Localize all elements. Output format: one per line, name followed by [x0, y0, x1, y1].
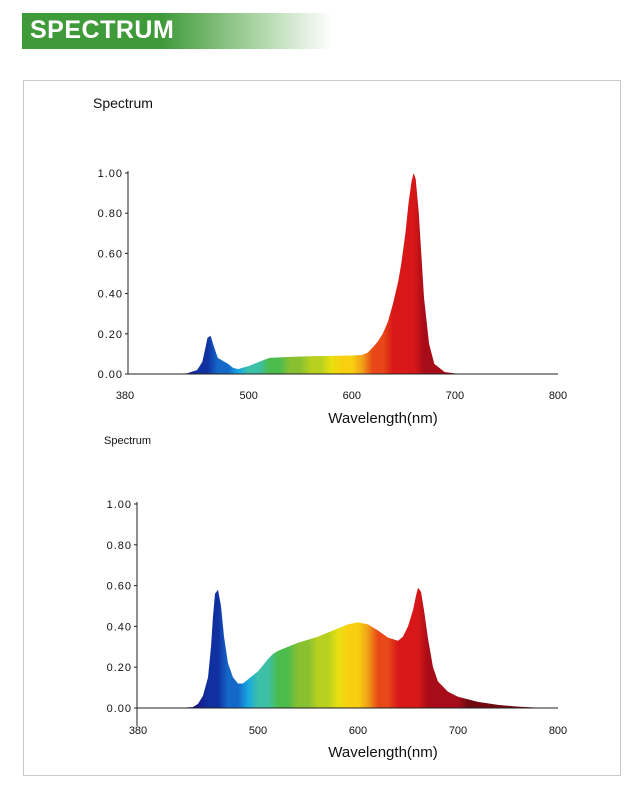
page-title: SPECTRUM	[30, 16, 175, 44]
x-tick-label: 500	[249, 725, 267, 737]
y-tick-label: 1.00	[98, 168, 123, 180]
header-banner: SPECTRUM	[22, 13, 332, 49]
x-axis-label: Wavelength(nm)	[328, 410, 437, 427]
x-tick-label: 600	[349, 725, 367, 737]
y-tick-label: 0.80	[107, 540, 132, 552]
y-tick-label: 0.60	[107, 581, 132, 593]
x-tick-label: 800	[549, 725, 567, 737]
spectrum-area	[166, 173, 558, 374]
x-tick-label: 500	[240, 390, 258, 402]
chart-title: Spectrum	[93, 95, 153, 111]
chart-panel	[23, 80, 621, 776]
x-tick-label: 380	[116, 390, 134, 402]
x-tick-label: 380	[129, 725, 147, 737]
spectrum-area	[178, 587, 558, 708]
y-tick-label: 0.40	[98, 289, 123, 301]
y-tick-label: 0.00	[98, 369, 123, 381]
y-tick-label: 0.20	[107, 662, 132, 674]
chart-title: Spectrum	[104, 435, 151, 447]
x-tick-label: 700	[446, 390, 464, 402]
x-tick-label: 600	[343, 390, 361, 402]
y-tick-label: 1.00	[107, 499, 132, 511]
x-tick-label: 700	[449, 725, 467, 737]
x-tick-label: 800	[549, 390, 567, 402]
y-tick-label: 0.20	[98, 329, 123, 341]
y-tick-label: 0.40	[107, 621, 132, 633]
y-tick-label: 0.80	[98, 208, 123, 220]
y-tick-label: 0.60	[98, 248, 123, 260]
x-axis-label: Wavelength(nm)	[328, 744, 437, 761]
y-tick-label: 0.00	[107, 703, 132, 715]
